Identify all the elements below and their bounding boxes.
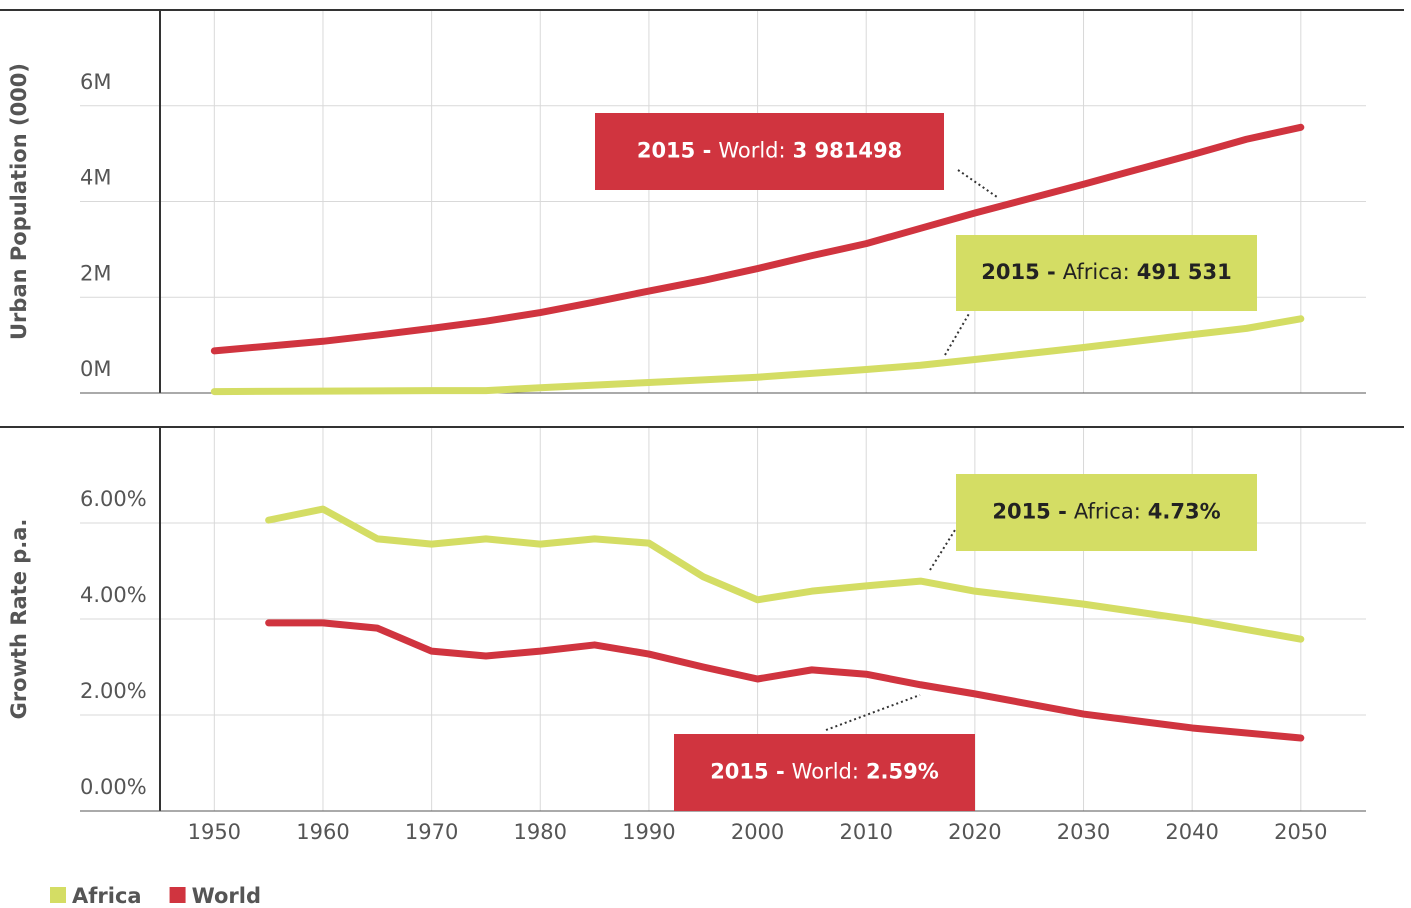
- leader-line: [944, 311, 971, 356]
- annotation-value: 2.59%: [866, 760, 939, 784]
- x-tick-label: 2020: [948, 820, 1001, 844]
- x-tick-label: 2030: [1057, 820, 1110, 844]
- x-tick-label: 2010: [839, 820, 892, 844]
- annotation-box: [956, 474, 1257, 551]
- x-tick-label: 1980: [514, 820, 567, 844]
- annotation-text: 2015 - World: 2.59%: [710, 760, 939, 784]
- annotation-text: 2015 - World: 3 981498: [637, 139, 902, 163]
- x-tick-label: 2000: [731, 820, 784, 844]
- annotation-label: World:: [718, 139, 785, 163]
- leader-line: [957, 169, 998, 198]
- series-line: [265, 505, 1305, 643]
- series-line: [210, 123, 1305, 355]
- y-tick-label: 2.00%: [80, 679, 147, 703]
- series-line: [210, 315, 1305, 396]
- x-tick-label: 2050: [1274, 820, 1327, 844]
- annotation-box: [595, 113, 944, 190]
- legend-label: Africa: [72, 884, 142, 908]
- x-tick-label: 2040: [1165, 820, 1218, 844]
- annotation-value: 491 531: [1137, 260, 1232, 284]
- y-tick-label: 6.00%: [80, 487, 147, 511]
- x-tick-label: 1960: [296, 820, 349, 844]
- legend-label: World: [192, 884, 261, 908]
- y-tick-label: 4.00%: [80, 583, 147, 607]
- annotation-value: 4.73%: [1148, 500, 1221, 524]
- annotation-year: 2015 -: [710, 760, 784, 784]
- annotation-label: Africa:: [1063, 260, 1130, 284]
- legend-swatch: [50, 887, 66, 903]
- y-tick-label: 4M: [80, 166, 111, 190]
- x-tick-label: 1950: [188, 820, 241, 844]
- y-tick-label: 0M: [80, 357, 111, 381]
- annotation-box: [674, 734, 975, 811]
- y-tick-label: 2M: [80, 261, 111, 285]
- annotation-year: 2015 -: [992, 500, 1066, 524]
- annotation-year: 2015 -: [637, 139, 711, 163]
- leader-line: [825, 694, 921, 731]
- x-tick-label: 1990: [622, 820, 675, 844]
- annotation-label: World:: [792, 760, 859, 784]
- legend-swatch: [169, 887, 186, 903]
- y-tick-label: 6M: [80, 70, 111, 94]
- leader-line: [929, 529, 956, 571]
- y-axis-title: Growth Rate p.a.: [7, 519, 31, 720]
- annotation-label: Africa:: [1074, 500, 1141, 524]
- y-tick-label: 0.00%: [80, 775, 147, 799]
- y-axis-title: Urban Population (000): [7, 63, 31, 340]
- x-tick-label: 1970: [405, 820, 458, 844]
- annotation-text: 2015 - Africa: 491 531: [981, 260, 1231, 284]
- annotation-box: [956, 235, 1257, 311]
- series-line: [265, 619, 1305, 742]
- annotation-value: 3 981498: [793, 139, 903, 163]
- annotation-text: 2015 - Africa: 4.73%: [992, 500, 1220, 524]
- annotation-year: 2015 -: [981, 260, 1055, 284]
